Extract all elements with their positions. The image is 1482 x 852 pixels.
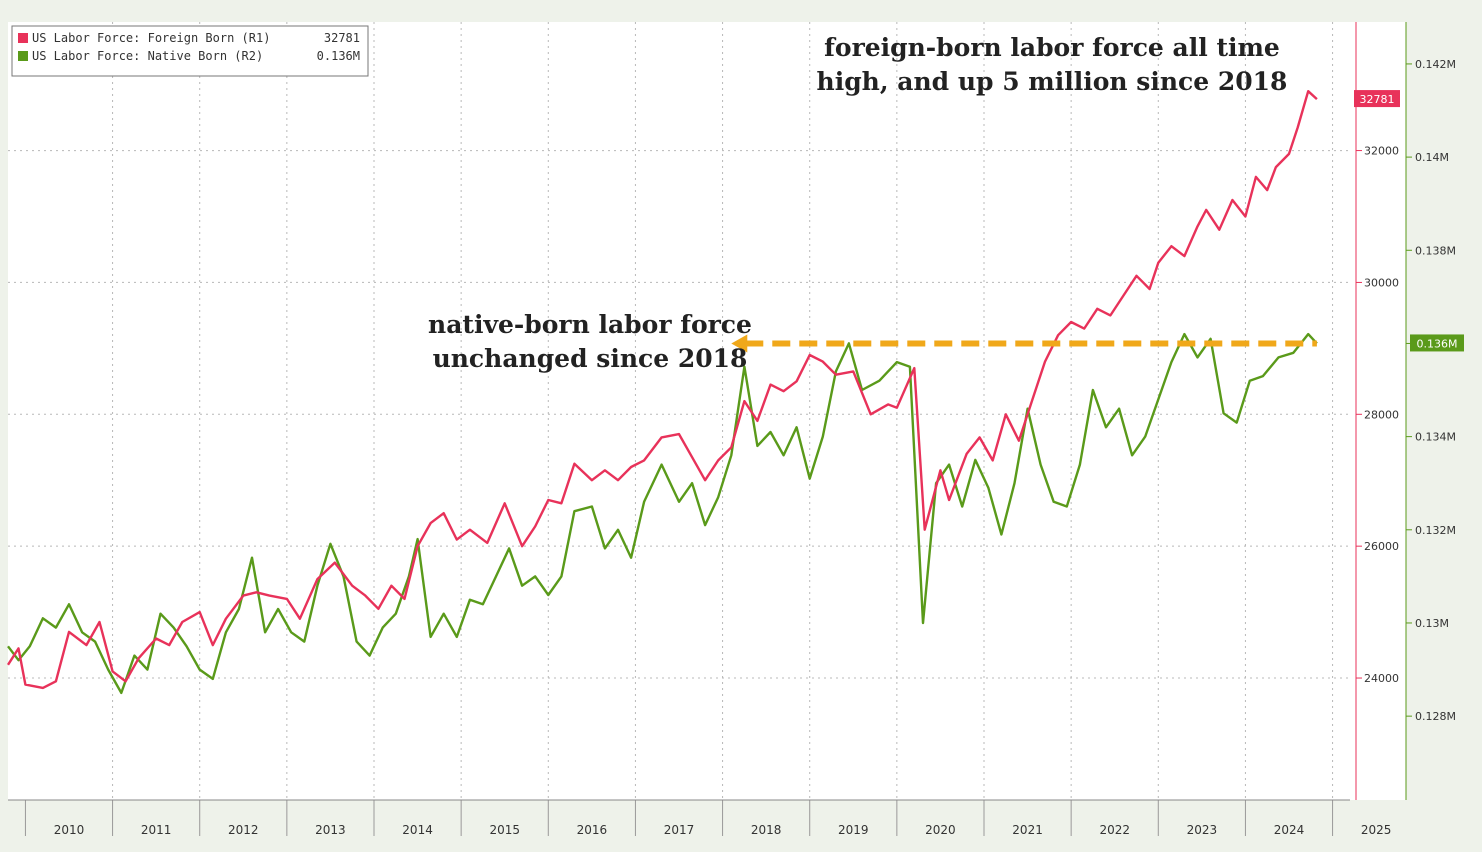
r2-tick-label: 0.134M (1415, 431, 1456, 444)
foreign-born-last-value-label: 32781 (1360, 93, 1395, 106)
x-tick-label: 2015 (489, 823, 520, 837)
plot-area (8, 22, 1406, 800)
r1-tick-label: 26000 (1364, 540, 1399, 553)
legend: US Labor Force: Foreign Born (R1) 32781 US… (11, 25, 369, 77)
gridlines (8, 22, 1350, 800)
native-born-annotation-line: native-born labor force (428, 310, 752, 339)
r1-tick-label: 30000 (1364, 276, 1399, 289)
x-tick-label: 2016 (577, 823, 608, 837)
r1-axis: 24000 26000 28000 30000 32000 32781 (1354, 22, 1400, 800)
x-tick-label: 2014 (402, 823, 433, 837)
x-tick-label: 2020 (925, 823, 956, 837)
r2-tick-label: 0.138M (1415, 244, 1456, 257)
native-born-annotation-line: unchanged since 2018 (433, 344, 748, 373)
r2-axis: 0.128M 0.13M 0.132M 0.134M 0.136M 0.138M 0.14M… (1405, 22, 1464, 800)
x-tick-label: 2022 (1099, 823, 1130, 837)
x-tick-label: 2019 (838, 823, 869, 837)
x-axis: 2010 2011 2012 2013 2014 2015 2016 2017 2018 2019… (8, 799, 1392, 837)
r1-tick-label: 24000 (1364, 672, 1399, 685)
legend-box (11, 25, 369, 77)
x-tick-label: 2010 (54, 823, 85, 837)
foreign-born-annotation-line: foreign-born labor force all time (824, 33, 1280, 62)
reference-arrowhead (731, 334, 748, 353)
foreign-born-last-value-flag (1354, 90, 1400, 108)
legend-label: US Labor Force: Foreign Born (R1) (32, 31, 270, 45)
x-tick-label: 2023 (1187, 823, 1218, 837)
legend-swatch (18, 51, 28, 61)
legend-swatch (18, 33, 28, 43)
r2-tick-label: 0.132M (1415, 524, 1456, 537)
r1-tick-label: 28000 (1364, 408, 1399, 421)
r2-tick-label: 0.142M (1415, 58, 1456, 71)
x-tick-label: 2011 (141, 823, 172, 837)
native-born-series-line (7, 332, 1318, 695)
series-layer (6, 90, 1318, 695)
x-tick-label: 2017 (664, 823, 695, 837)
x-tick-label: 2013 (315, 823, 346, 837)
r2-tick-label: 0.128M (1415, 710, 1456, 723)
annotations: foreign-born labor force all time high, a… (428, 33, 1287, 373)
legend-value: 0.136M (317, 49, 360, 63)
r2-tick-label: 0.13M (1415, 617, 1449, 630)
x-tick-label: 2024 (1274, 823, 1305, 837)
x-tick-label: 2012 (228, 823, 259, 837)
x-tick-label: 2018 (751, 823, 782, 837)
legend-value: 32781 (324, 31, 360, 45)
r1-tick-label: 32000 (1364, 145, 1399, 158)
x-tick-label: 2025 (1361, 823, 1392, 837)
native-born-last-value-label: 0.136M (1417, 337, 1458, 350)
foreign-born-series-line (6, 90, 1318, 690)
x-tick-label: 2021 (1012, 823, 1043, 837)
native-born-last-value-flag (1410, 334, 1464, 352)
foreign-born-annotation-line: high, and up 5 million since 2018 (817, 67, 1288, 96)
legend-label: US Labor Force: Native Born (R2) (32, 49, 263, 63)
r2-tick-label: 0.14M (1415, 151, 1449, 164)
